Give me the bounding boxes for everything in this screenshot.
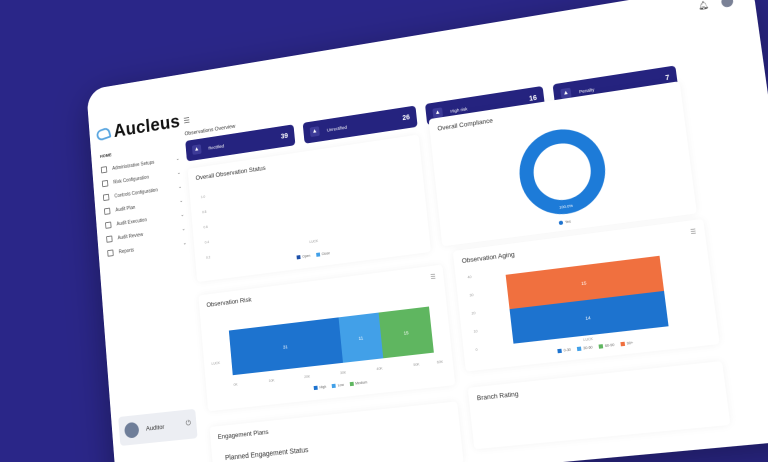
user-name: Auditor <box>145 423 165 433</box>
notification-icon[interactable]: 🔔︎ <box>697 0 710 11</box>
chart-menu-icon[interactable]: ☰ <box>690 229 697 237</box>
panel-title: Overall Observation Status <box>195 164 267 182</box>
panel-observation-status: Overall Observation Status 1.0 0.8 0.6 0… <box>187 134 432 283</box>
chevron-down-icon: ⌄ <box>181 225 186 232</box>
legend: High Low Medium <box>313 380 368 391</box>
user-profile[interactable]: Auditor ⏻ <box>118 408 198 446</box>
chevron-down-icon: ⌄ <box>182 239 187 247</box>
panel-engagement-plans: Engagement Plans Planned Engagement Stat… <box>209 401 464 462</box>
review-icon <box>106 235 113 243</box>
dashboard-window: Aucleus HOME Administrative Setups ⌄ Risk… <box>86 0 768 462</box>
panel-subtitle: Planned Engagement Status <box>224 446 309 462</box>
header-icons: 🔔︎ <box>697 0 734 12</box>
legend: 0-30 30-60 60-90 90+ <box>557 341 633 354</box>
panel-branch-rating: Branch Rating <box>467 360 731 450</box>
legend: Open Close <box>296 251 331 260</box>
logo: Aucleus <box>95 111 181 145</box>
panel-title: Observation Aging <box>461 251 516 266</box>
execution-icon <box>105 221 112 229</box>
report-icon <box>107 249 114 257</box>
menu-toggle-icon[interactable]: ☰ <box>183 115 191 126</box>
risk-bar-low[interactable]: 11 <box>338 312 384 363</box>
risk-bar-high[interactable]: 31 <box>228 317 343 376</box>
chevron-down-icon: ⌄ <box>175 155 180 162</box>
panel-title: Overall Compliance <box>437 117 494 133</box>
sidebar-section-home: HOME <box>99 152 112 159</box>
risk-bar-medium[interactable]: 15 <box>378 306 434 359</box>
panel-observation-aging: Observation Aging ☰ 40 30 20 10 0 15 14 … <box>452 218 720 372</box>
panel-title: Observation Risk <box>206 296 252 309</box>
stat-icon: ▲ <box>309 126 320 138</box>
sidebar-nav: Administrative Setups ⌄ Risk Configuratio… <box>100 151 187 260</box>
chevron-down-icon: ⌄ <box>179 197 184 204</box>
account-icon[interactable] <box>720 0 734 8</box>
panel-observation-risk: Observation Risk ☰ LUCK 31 11 15 0K 10K … <box>198 264 456 412</box>
app-name: Aucleus <box>112 111 181 142</box>
chevron-down-icon: ⌄ <box>176 169 181 176</box>
power-icon[interactable]: ⏻ <box>185 420 192 428</box>
controls-icon <box>102 193 110 202</box>
stat-icon: ▲ <box>191 144 202 155</box>
legend: Yes <box>558 219 571 226</box>
home-icon <box>100 166 108 174</box>
chart-menu-icon[interactable]: ☰ <box>430 274 437 282</box>
panel-title: Engagement Plans <box>217 428 269 441</box>
chevron-down-icon: ⌄ <box>180 211 185 218</box>
avatar <box>124 421 140 439</box>
calendar-icon <box>103 207 111 215</box>
warning-icon <box>101 179 109 188</box>
panel-title: Branch Rating <box>476 390 519 403</box>
logo-mark-icon <box>95 126 112 142</box>
chevron-down-icon: ⌄ <box>177 183 183 190</box>
